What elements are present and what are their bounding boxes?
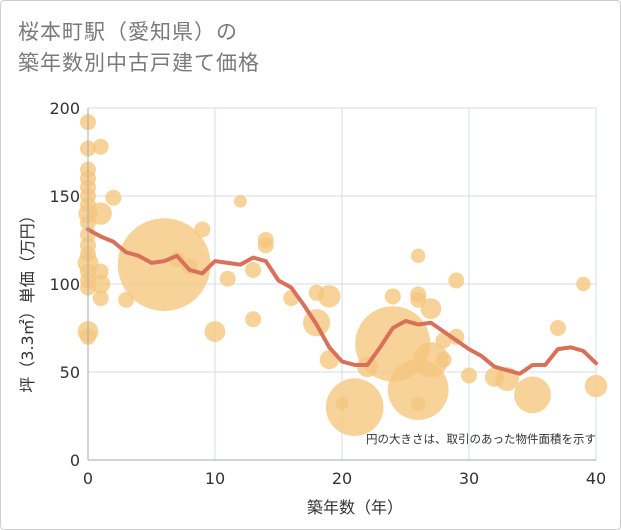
bubble-point [413,342,449,378]
bubble-point [245,311,262,328]
bubble-point [194,221,211,238]
bubble-point [219,270,236,287]
y-tick-label: 0 [70,451,80,470]
bubble-point [448,272,465,289]
axes: 0 50 100 150 200 0 10 20 30 40 [49,99,606,488]
chart-title-line2: 築年数別中古戸建て価格 [18,51,260,75]
bubble-size-note: 円の大きさは、取引のあった物件面積を示す [366,432,596,446]
chart-title: 桜本町駅（愛知県）の 築年数別中古戸建て価格 [18,17,260,79]
bubble-point [234,194,247,208]
x-tick-label: 0 [83,469,93,488]
bubble-point [514,376,551,414]
bubble-point [92,290,109,307]
bubble-point [204,321,226,342]
bubble-point [384,288,401,305]
y-tick-label: 50 [60,363,80,382]
chart-title-line1: 桜本町駅（愛知県）の [18,20,238,44]
y-axis-label: 坪（3.3㎡）単価（万円） [18,207,37,392]
bubble-point [420,298,442,320]
bubble-point [117,218,211,312]
average-line-series [86,227,598,376]
x-tick-label: 20 [332,469,352,488]
x-tick-label: 30 [459,469,479,488]
x-tick-label: 10 [205,469,225,488]
bubble-point [257,237,274,254]
bubble-point [584,374,608,398]
bubble-point [411,248,426,264]
bubble-point [92,138,109,155]
bubble-point [435,351,452,368]
y-tick-label: 200 [49,99,80,118]
bubble-point [411,396,426,411]
bubble-point [325,378,384,437]
y-tick-label: 150 [49,187,80,206]
bubble-point [576,276,591,292]
x-tick-label: 40 [586,469,606,488]
x-axis-label: 築年数（年） [307,498,403,517]
bubble-point [105,189,122,206]
y-tick-label: 100 [49,275,80,294]
bubble-point [245,261,262,278]
bubble-point [461,367,477,384]
average-price-line [86,227,598,376]
bubble-point [549,320,566,336]
bubble-point [89,202,112,225]
bubble-point [318,285,341,308]
bubble-point [91,274,111,294]
